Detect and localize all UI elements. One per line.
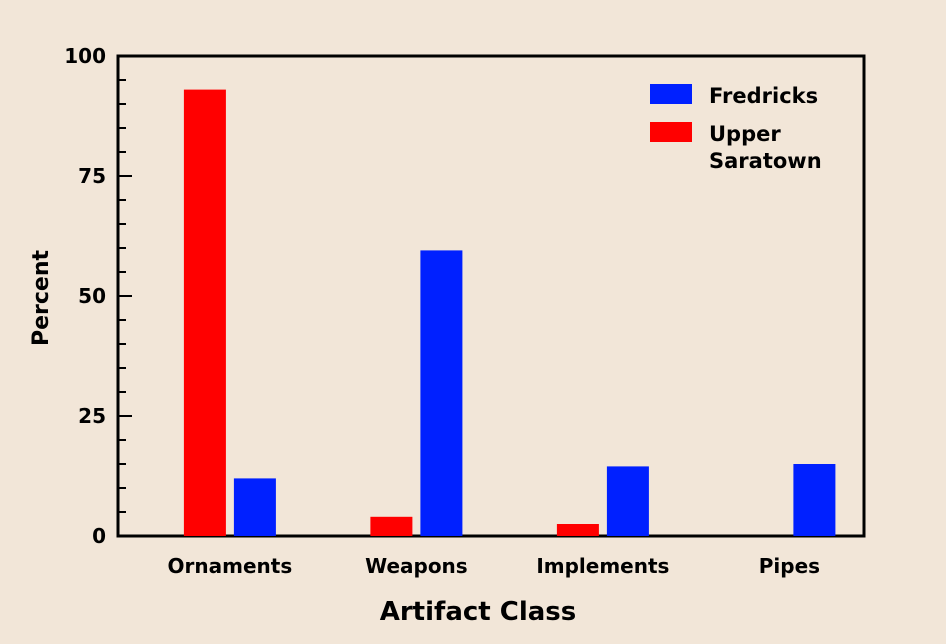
x-tick-label: Implements xyxy=(536,554,669,578)
y-tick-label: 100 xyxy=(64,44,106,68)
bar xyxy=(606,466,649,536)
x-axis-title: Artifact Class xyxy=(380,597,577,627)
bar xyxy=(556,524,599,536)
legend-swatch xyxy=(650,84,692,104)
bars-group xyxy=(183,89,836,536)
bar xyxy=(420,250,463,536)
legend: Fredricks Upper Saratown xyxy=(650,84,822,173)
legend-label: Saratown xyxy=(709,149,822,173)
bar xyxy=(793,464,836,536)
y-axis-title: Percent xyxy=(29,250,54,347)
x-tick-label: Pipes xyxy=(759,554,820,578)
y-tick-label: 50 xyxy=(78,284,106,308)
x-tick-label: Weapons xyxy=(365,554,468,578)
legend-label: Upper xyxy=(709,122,781,146)
y-tick-label: 0 xyxy=(92,524,106,548)
y-axis: 0 25 50 75 100 xyxy=(64,44,132,548)
bar xyxy=(233,478,276,536)
y-tick-label: 25 xyxy=(78,404,106,428)
x-tick-label: Ornaments xyxy=(168,554,293,578)
bar xyxy=(183,89,226,536)
y-tick-label: 75 xyxy=(78,164,106,188)
bar xyxy=(370,516,413,536)
legend-label: Fredricks xyxy=(709,84,818,108)
x-axis: Ornaments Weapons Implements Pipes xyxy=(168,554,821,578)
legend-swatch xyxy=(650,122,692,142)
